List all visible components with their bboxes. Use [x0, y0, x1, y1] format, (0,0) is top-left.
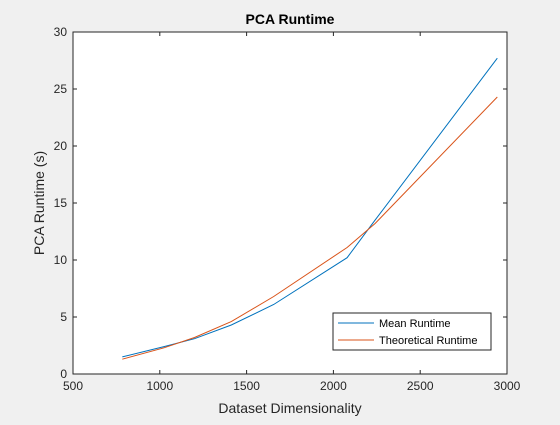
x-axis-label: Dataset Dimensionality — [218, 400, 361, 416]
y-tick-label: 25 — [54, 82, 68, 96]
x-tick-label: 1000 — [146, 379, 173, 393]
series-line-theoretical-runtime — [122, 96, 498, 360]
y-axis-label: PCA Runtime (s) — [31, 151, 47, 255]
x-tick-label: 500 — [63, 379, 83, 393]
legend-box — [332, 312, 492, 351]
x-tick-label: 2500 — [407, 379, 434, 393]
x-tick-label: 3000 — [494, 379, 521, 393]
y-tick-label: 0 — [60, 367, 67, 381]
series-lines — [122, 57, 498, 360]
x-tick-label: 1500 — [233, 379, 260, 393]
y-tick-label: 5 — [60, 310, 67, 324]
y-tick-label: 10 — [54, 253, 68, 267]
y-tick-label: 20 — [54, 139, 68, 153]
y-axis-ticks: 0 5 10 15 20 25 30 — [54, 25, 507, 381]
legend-label-theoretical-runtime: Theoretical Runtime — [379, 335, 477, 347]
chart-title: PCA Runtime — [246, 11, 335, 27]
y-tick-label: 30 — [54, 25, 68, 39]
series-line-mean-runtime — [122, 57, 498, 358]
y-tick-label: 15 — [54, 196, 68, 210]
legend: Mean Runtime Theoretical Runtime — [332, 312, 492, 351]
x-axis-ticks: 500 1000 1500 2000 2500 3000 — [63, 32, 521, 393]
x-tick-label: 2000 — [320, 379, 347, 393]
legend-label-mean-runtime: Mean Runtime — [379, 318, 451, 330]
